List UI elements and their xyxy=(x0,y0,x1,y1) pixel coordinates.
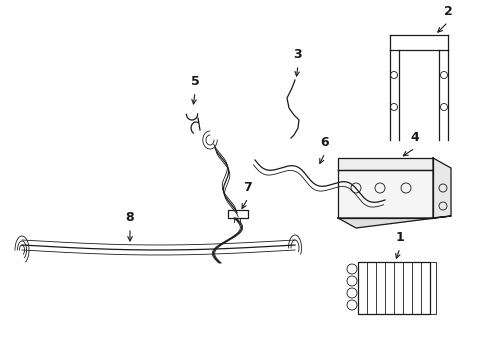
Text: 5: 5 xyxy=(190,75,199,88)
Bar xyxy=(227,210,247,218)
Text: 8: 8 xyxy=(125,211,134,224)
Polygon shape xyxy=(337,170,432,218)
Text: 4: 4 xyxy=(410,131,419,144)
Text: 3: 3 xyxy=(293,48,302,61)
Text: 1: 1 xyxy=(395,231,404,244)
Polygon shape xyxy=(337,158,432,170)
Polygon shape xyxy=(432,158,450,218)
Text: 6: 6 xyxy=(320,136,328,149)
Bar xyxy=(429,262,435,314)
Text: 2: 2 xyxy=(443,5,451,18)
Text: 7: 7 xyxy=(243,181,252,194)
Bar xyxy=(357,262,429,314)
Polygon shape xyxy=(337,216,450,228)
